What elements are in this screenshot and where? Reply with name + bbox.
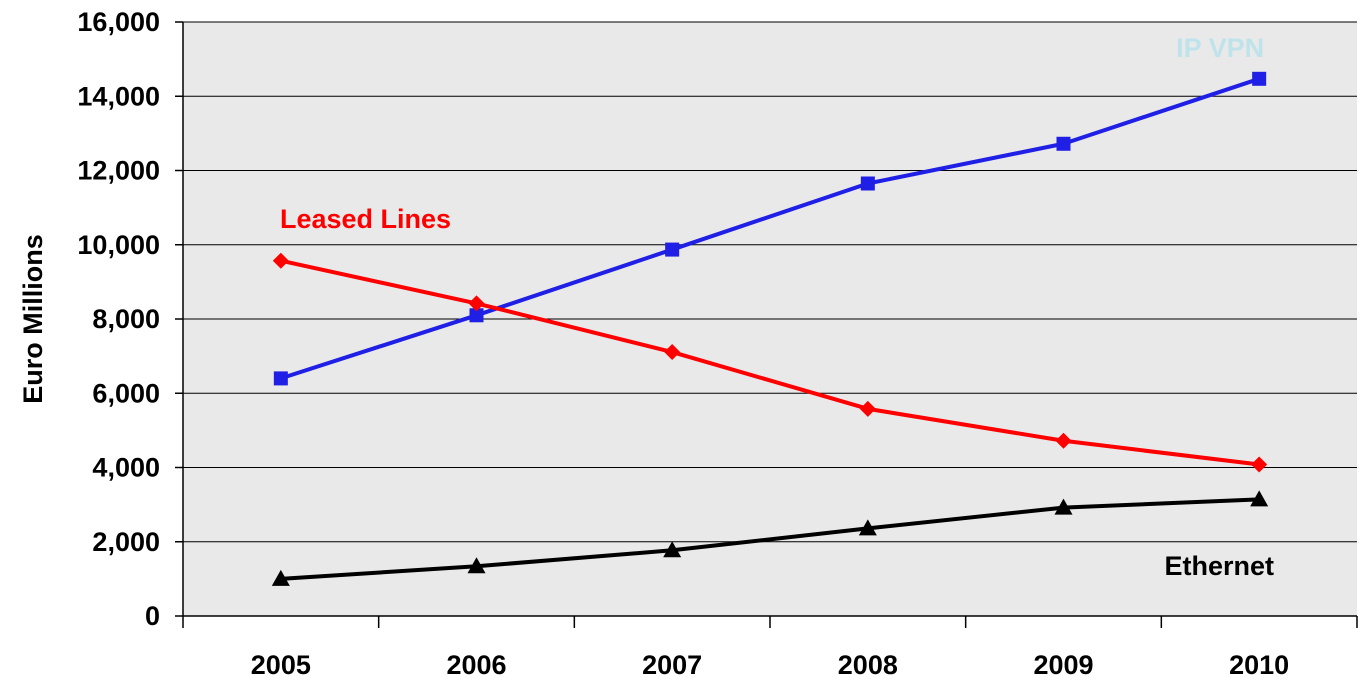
series-group xyxy=(271,71,1269,586)
y-tick-label: 4,000 xyxy=(92,453,160,483)
data-point-ip-vpn xyxy=(469,308,484,323)
x-tick-label: 2010 xyxy=(1229,650,1289,680)
data-point-ethernet xyxy=(467,557,486,574)
data-point-ip-vpn xyxy=(273,371,288,386)
data-point-ethernet xyxy=(271,569,290,586)
series-labels: IP VPN Leased Lines Ethernet xyxy=(280,33,1274,581)
data-point-ethernet xyxy=(1054,498,1073,515)
x-tick-labels: 2005 2006 2007 2008 2009 2010 xyxy=(251,650,1289,680)
data-point-ip-vpn xyxy=(860,176,875,191)
y-tick-label: 10,000 xyxy=(77,230,160,260)
y-tick-label: 0 xyxy=(145,601,160,631)
series-label-ethernet: Ethernet xyxy=(1164,551,1274,581)
series-line-ethernet xyxy=(280,497,1260,581)
y-tick-labels: 0 2,000 4,000 6,000 8,000 10,000 12,000 14,000 1… xyxy=(77,7,160,631)
data-point-ip-vpn xyxy=(665,242,680,257)
data-point-leased-lines xyxy=(1251,456,1268,473)
y-tick-label: 2,000 xyxy=(92,527,160,557)
axes xyxy=(182,22,1357,617)
data-point-ethernet xyxy=(858,519,877,536)
data-point-ip-vpn xyxy=(1056,136,1071,151)
y-axis-title: Euro Millions xyxy=(18,234,48,404)
x-tick-label: 2006 xyxy=(446,650,506,680)
data-point-leased-lines xyxy=(272,252,289,269)
y-tick-label: 12,000 xyxy=(77,156,160,186)
y-tick-label: 14,000 xyxy=(77,81,160,111)
data-point-leased-lines xyxy=(1055,432,1072,449)
x-tick-label: 2007 xyxy=(642,650,702,680)
x-tick-label: 2009 xyxy=(1033,650,1093,680)
gridlines xyxy=(175,21,1358,628)
series-line-leased-lines xyxy=(280,258,1260,467)
x-tick-label: 2008 xyxy=(838,650,898,680)
series-line-ip-vpn xyxy=(280,76,1260,381)
data-point-ethernet xyxy=(1250,490,1269,507)
series-label-leased-lines: Leased Lines xyxy=(280,204,451,234)
y-tick-label: 6,000 xyxy=(92,378,160,408)
y-tick-label: 16,000 xyxy=(77,7,160,37)
series-label-ip-vpn: IP VPN xyxy=(1176,33,1264,63)
y-tick-label: 8,000 xyxy=(92,304,160,334)
x-tick-label: 2005 xyxy=(251,650,311,680)
data-point-leased-lines xyxy=(664,344,681,361)
data-point-ethernet xyxy=(663,541,682,558)
data-point-ip-vpn xyxy=(1252,71,1267,86)
data-point-leased-lines xyxy=(859,400,876,417)
data-point-leased-lines xyxy=(468,295,485,312)
